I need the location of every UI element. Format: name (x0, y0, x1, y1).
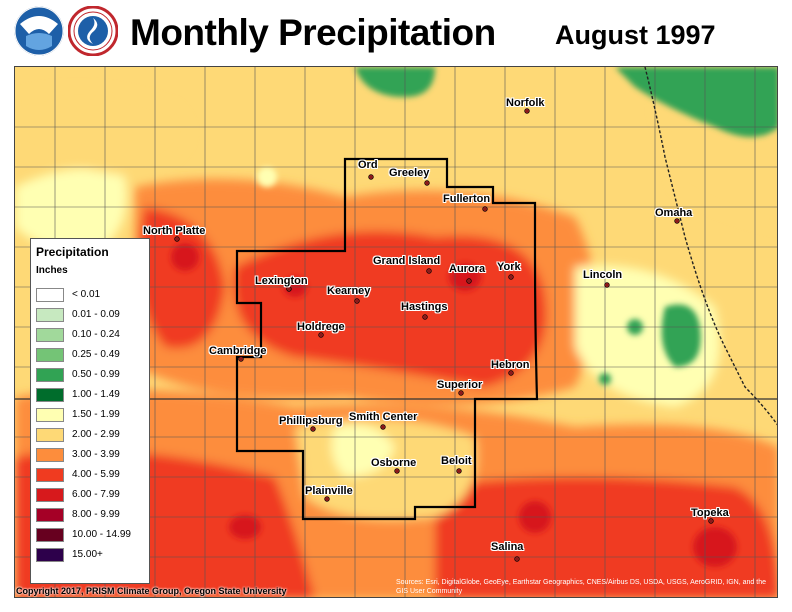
legend-row: 15.00+ (36, 547, 148, 563)
legend-swatch (36, 408, 64, 422)
legend-label: 1.50 - 1.99 (72, 409, 120, 420)
legend-swatch (36, 288, 64, 302)
legend-row: 2.00 - 2.99 (36, 427, 148, 443)
legend-label: 0.10 - 0.24 (72, 329, 120, 340)
city-label-lincoln: Lincoln (583, 269, 623, 281)
legend-swatch (36, 368, 64, 382)
legend-row: 1.00 - 1.49 (36, 387, 148, 403)
city-label-topeka: Topeka (691, 507, 729, 519)
city-label-phillipsburg: Phillipsburg (279, 415, 343, 427)
legend-row: 0.10 - 0.24 (36, 327, 148, 343)
legend-swatch (36, 388, 64, 402)
city-label-smith-center: Smith Center (349, 411, 418, 423)
header: Monthly Precipitation August 1997 (0, 0, 792, 62)
city-label-cambridge: Cambridge (209, 345, 267, 357)
city-label-superior: Superior (437, 379, 483, 391)
legend-label: 0.25 - 0.49 (72, 349, 120, 360)
legend-label: 3.00 - 3.99 (72, 449, 120, 460)
city-label-greeley: Greeley (389, 167, 430, 179)
legend-label: 15.00+ (72, 549, 103, 560)
city-label-beloit: Beloit (441, 455, 472, 467)
legend-row: 6.00 - 7.99 (36, 487, 148, 503)
legend-label: 1.00 - 1.49 (72, 389, 120, 400)
legend-swatch (36, 468, 64, 482)
legend-swatch (36, 448, 64, 462)
legend-label: 0.50 - 0.99 (72, 369, 120, 380)
city-label-osborne: Osborne (371, 457, 417, 469)
legend-label: 10.00 - 14.99 (72, 529, 131, 540)
legend-label: 2.00 - 2.99 (72, 429, 120, 440)
city-markers (174, 108, 714, 562)
legend-row: 1.50 - 1.99 (36, 407, 148, 423)
legend: Precipitation Inches < 0.01 0.01 - 0.09 … (30, 238, 150, 584)
copyright-text: Copyright 2017, PRISM Climate Group, Ore… (16, 586, 287, 596)
city-label-holdrege: Holdrege (297, 321, 345, 333)
city-label-grand-island: Grand Island (373, 255, 441, 267)
legend-row: 10.00 - 14.99 (36, 527, 148, 543)
legend-swatch (36, 528, 64, 542)
city-label-plainville: Plainville (305, 485, 353, 497)
city-label-aurora: Aurora (449, 263, 486, 275)
city-label-hebron: Hebron (491, 359, 530, 371)
city-label-hastings: Hastings (401, 301, 448, 313)
legend-row: 0.25 - 0.49 (36, 347, 148, 363)
river-border (644, 67, 777, 426)
legend-label: 0.01 - 0.09 (72, 309, 120, 320)
legend-swatch (36, 328, 64, 342)
city-label-north-platte: North Platte (143, 225, 206, 237)
legend-label: < 0.01 (72, 289, 101, 300)
map-title: Monthly Precipitation (130, 12, 496, 53)
city-label-york: York (497, 261, 521, 273)
nws-logo-icon (68, 6, 118, 56)
region-outline (235, 157, 539, 521)
legend-swatch (36, 548, 64, 562)
legend-label: 8.00 - 9.99 (72, 509, 120, 520)
city-label-kearney: Kearney (327, 285, 371, 297)
city-label-fullerton: Fullerton (443, 193, 491, 205)
legend-swatch (36, 348, 64, 362)
legend-row: 0.01 - 0.09 (36, 307, 148, 323)
noaa-logo-icon (14, 6, 64, 56)
legend-swatch (36, 428, 64, 442)
legend-swatch (36, 488, 64, 502)
city-label-ord: Ord (358, 159, 378, 171)
city-label-lexington: Lexington (255, 275, 308, 287)
legend-swatch (36, 508, 64, 522)
legend-title: Precipitation (36, 245, 109, 259)
legend-label: 4.00 - 5.99 (72, 469, 120, 480)
city-label-norfolk: Norfolk (506, 97, 545, 109)
legend-row: < 0.01 (36, 287, 148, 303)
city-label-omaha: Omaha (655, 207, 693, 219)
legend-row: 4.00 - 5.99 (36, 467, 148, 483)
legend-row: 3.00 - 3.99 (36, 447, 148, 463)
legend-row: 8.00 - 9.99 (36, 507, 148, 523)
legend-label: 6.00 - 7.99 (72, 489, 120, 500)
legend-row: 0.50 - 0.99 (36, 367, 148, 383)
city-label-salina: Salina (491, 541, 524, 553)
map-date: August 1997 (555, 20, 716, 50)
source-credit: Sources: Esri, DigitalGlobe, GeoEye, Ear… (396, 579, 766, 595)
legend-swatch (36, 308, 64, 322)
legend-units: Inches (36, 265, 68, 276)
